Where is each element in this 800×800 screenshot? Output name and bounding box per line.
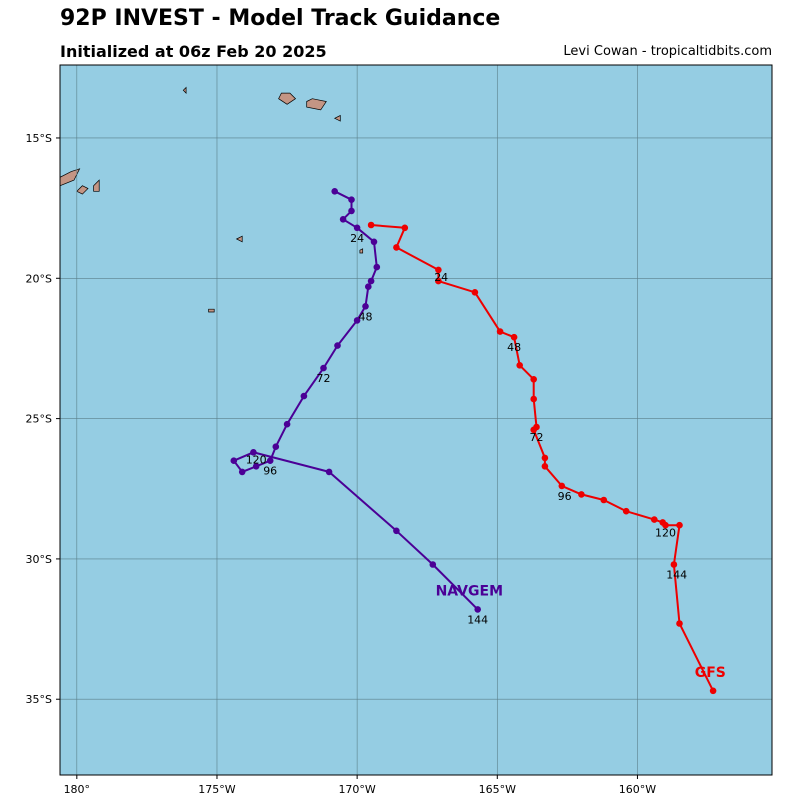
navgem-track-point [320, 364, 327, 372]
navgem-track-point [353, 317, 361, 324]
y-tick-label: 20°S [26, 272, 52, 285]
gfs-track-point [367, 221, 375, 229]
gfs-track-point [530, 395, 537, 403]
gfs-track-point [651, 516, 658, 523]
navgem-track-point [272, 443, 280, 451]
navgem-track-point [348, 196, 355, 203]
gfs-track-point [435, 277, 442, 285]
x-tick-label: 160°W [619, 783, 656, 796]
gfs-track-point [471, 289, 479, 296]
gfs-track-point [510, 333, 518, 341]
navgem-track-point [250, 449, 257, 456]
navgem-track-point [370, 238, 378, 246]
x-tick-label: 175°W [198, 783, 235, 796]
y-tick-label: 25°S [26, 413, 52, 426]
island [76, 185, 89, 195]
gfs-track-point [622, 507, 630, 515]
navgem-track-point [252, 463, 260, 470]
navgem-track-point [373, 263, 381, 271]
gfs-track-point [541, 463, 549, 470]
gfs-track-point [530, 376, 537, 383]
chart-title: 92P INVEST - Model Track Guidance [60, 6, 501, 31]
y-tick-label: 35°S [26, 693, 52, 706]
x-tick-label: 180° [64, 783, 91, 796]
island [182, 86, 187, 94]
gfs-track-point [435, 266, 442, 274]
navgem-hour-label: 72 [317, 372, 331, 385]
gfs-hour-label: 72 [530, 431, 544, 444]
gfs-track-point [401, 224, 409, 232]
gfs-track-point [541, 454, 549, 462]
gfs-track-point [578, 491, 585, 498]
graticule [60, 65, 772, 775]
model-tracks [230, 188, 717, 695]
navgem-track-point [334, 342, 341, 349]
gfs-track-point [676, 620, 683, 627]
island [235, 235, 243, 243]
axis-ticks: 180° 175°W 170°W 165°W 160°W 15°S 20°S 25°S 30°S… [26, 132, 657, 796]
navgem-hour-label: 96 [263, 465, 277, 478]
gfs-hour-label: 96 [558, 490, 572, 503]
navgem-hour-label: 48 [359, 310, 373, 323]
navgem-track-point [325, 468, 333, 476]
navgem-hour-label: 144 [467, 614, 488, 627]
plot-frame [59, 64, 773, 776]
navgem-track-point [230, 457, 238, 465]
author-credit: Levi Cowan - tropicaltidbits.com [563, 44, 772, 59]
island [306, 98, 327, 111]
island [333, 114, 341, 122]
navgem-hour-label: 24 [350, 232, 364, 245]
ocean-background [60, 65, 772, 775]
navgem-track-point [238, 468, 246, 476]
gfs-track-point [662, 521, 669, 529]
y-tick-label: 30°S [26, 553, 52, 566]
gfs-hour-label: 144 [666, 569, 687, 582]
gfs-hour-label: 120 [655, 527, 676, 540]
x-tick-label: 165°W [479, 783, 516, 796]
navgem-track-point [474, 606, 482, 613]
gfs-model-label: GFS [695, 665, 726, 681]
gfs-track-point [600, 496, 608, 504]
navgem-track-point [331, 188, 339, 195]
island [208, 308, 215, 313]
gfs-track-point [496, 328, 504, 335]
gfs-track-point [670, 561, 678, 568]
gfs-hour-label: 48 [507, 341, 521, 354]
gfs-track-point [709, 687, 717, 695]
navgem-track-point [393, 527, 400, 535]
navgem-track-point [348, 207, 355, 215]
navgem-track-point [362, 303, 369, 310]
navgem-model-label: NAVGEM [436, 583, 503, 599]
x-tick-label: 170°W [338, 783, 375, 796]
navgem-track-point [429, 561, 437, 568]
navgem-hour-label: 120 [246, 454, 267, 467]
y-tick-label: 15°S [26, 132, 52, 145]
island [93, 179, 100, 192]
gfs-track-point [393, 244, 400, 251]
navgem-track-point [300, 392, 308, 400]
navgem-track-point [365, 283, 372, 291]
init-time-subtitle: Initialized at 06z Feb 20 2025 [60, 42, 327, 61]
gfs-track-point [516, 362, 523, 369]
gfs-hour-label: 24 [434, 271, 448, 284]
navgem-track-point [339, 216, 347, 223]
island [278, 92, 297, 105]
navgem-track-point [367, 277, 375, 285]
gfs-track-point [530, 426, 537, 434]
navgem-track-point [283, 420, 291, 428]
gfs-track-point [676, 521, 683, 529]
island [359, 248, 364, 254]
navgem-track-point [353, 224, 361, 232]
navgem-track-point [266, 457, 274, 465]
land-layer [60, 86, 364, 313]
gfs-track-point [558, 482, 566, 490]
